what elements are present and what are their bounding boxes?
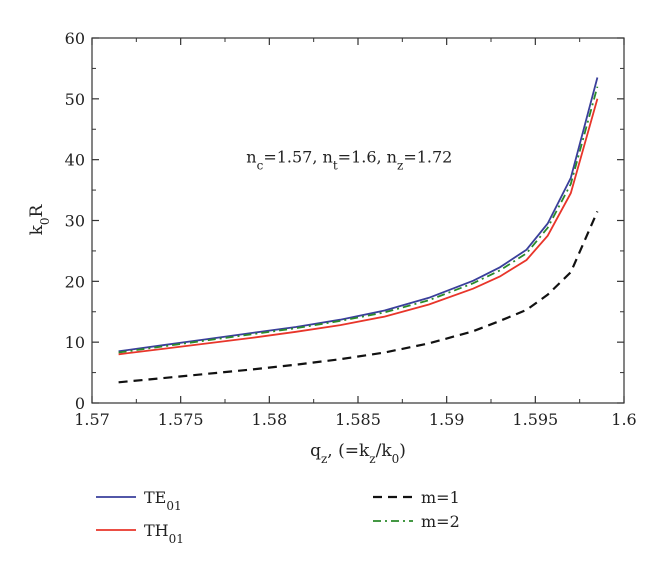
y-tick-label: 10 [65,333,85,352]
x-axis: 1.57 1.575 1.58 1.585 1.59 1.595 1.6 [74,38,637,429]
y-axis: 0 10 20 30 40 50 60 [65,29,624,413]
x-tick-label: 1.58 [252,410,288,429]
x-axis-label: qz, (=kz/k0) [310,441,406,466]
x-tick-label: 1.585 [335,410,381,429]
x-tick-label: 1.57 [74,410,110,429]
x-tick-label: 1.595 [512,410,558,429]
legend-label: m=1 [421,488,460,507]
y-tick-label: 40 [65,151,85,170]
y-tick-label: 30 [65,212,85,231]
series-line-th [118,98,599,356]
x-tick-label: 1.59 [429,410,465,429]
y-axis-label: k0R [27,203,52,235]
y-tick-label: 60 [65,29,85,48]
legend: TE01 TH01 m=1 m=2 [96,488,460,546]
series-line-m-1 [118,210,599,384]
x-tick-label: 1.6 [611,410,636,429]
annotation-refractive-indices: nc=1.57, nt=1.6, nz=1.72 [246,148,452,173]
y-tick-label: 50 [65,90,85,109]
legend-label: TE01 [144,488,182,513]
y-tick-label: 0 [75,394,85,413]
series-line-te [118,77,599,353]
x-tick-label: 1.575 [158,410,204,429]
legend-label: m=2 [421,512,460,531]
y-tick-label: 20 [65,272,85,291]
legend-label: TH01 [144,521,184,546]
series-line-m-2 [118,86,599,354]
series-lines [118,77,599,384]
